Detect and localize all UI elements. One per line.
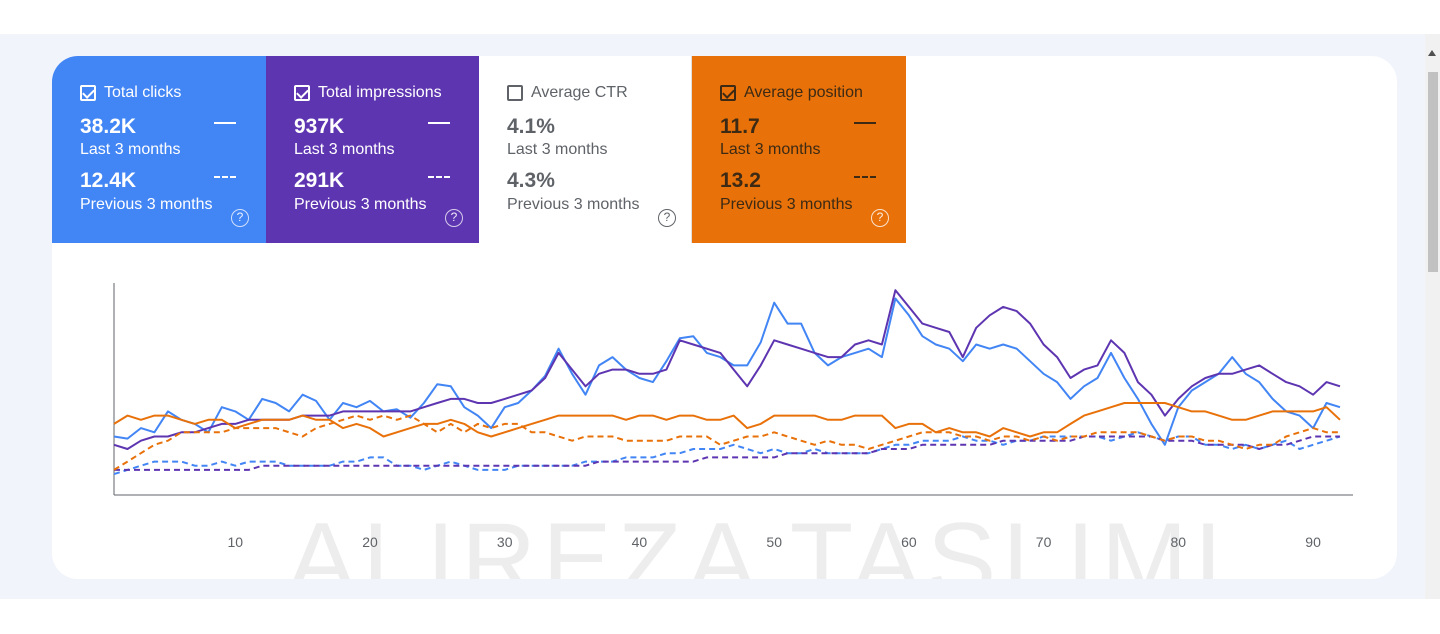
series-line-3-dashed [113,431,1341,476]
help-icon[interactable]: ? [658,209,676,227]
tile-total-clicks[interactable]: Total clicks 38.2K Last 3 months 12.4K P… [52,56,266,243]
tile-label-previous: Previous 3 months [507,196,640,213]
tile-average-ctr[interactable]: Average CTR 4.1% Last 3 months 4.3% Prev… [479,56,692,243]
solid-line-legend-icon [854,122,876,124]
series-line-4-dashed [114,435,1340,471]
tile-label-current: Last 3 months [80,141,181,158]
tile-value-current: 937K [294,115,345,138]
tile-label-current: Last 3 months [720,141,821,158]
tile-label-current: Last 3 months [507,141,608,158]
tile-total-impressions[interactable]: Total impressions 937K Last 3 months 291… [266,56,480,243]
tile-label-previous: Previous 3 months [80,196,213,213]
help-icon[interactable]: ? [231,209,249,227]
tile-title: Average CTR [531,84,628,101]
scrollbar-thumb[interactable] [1428,72,1438,272]
tile-label-current: Last 3 months [294,141,395,158]
tile-value-previous: 291K [294,169,345,192]
tile-header[interactable]: Total impressions [294,84,442,102]
x-tick-label: 60 [901,534,917,550]
x-tick-label: 80 [1171,534,1187,550]
checkbox-checked-icon[interactable] [80,85,96,101]
series-line-1-solid [113,289,1341,450]
tile-average-position[interactable]: Average position 11.7 Last 3 months 13.2… [692,56,906,243]
x-tick-label: 70 [1036,534,1052,550]
tile-value-previous: 12.4K [80,169,137,192]
tile-header[interactable]: Average CTR [507,84,628,102]
dashed-line-legend-icon [214,176,236,178]
performance-line-chart: 10 20 30 40 50 60 70 80 90 [113,283,1353,550]
solid-line-legend-icon [214,122,236,124]
tile-value-current: 4.1% [507,115,555,138]
performance-card: Total clicks 38.2K Last 3 months 12.4K P… [52,56,1397,579]
x-tick-label: 30 [497,534,513,550]
tile-value-current: 11.7 [720,115,760,138]
dashed-line-legend-icon [428,176,450,178]
x-tick-label: 40 [632,534,648,550]
checkbox-checked-icon[interactable] [294,85,310,101]
solid-line-legend-icon [428,122,450,124]
x-tick-label: 20 [362,534,378,550]
tile-value-current: 38.2K [80,115,137,138]
x-tick-label: 90 [1305,534,1321,550]
checkbox-checked-icon[interactable] [720,85,736,101]
help-icon[interactable]: ? [445,209,463,227]
help-icon[interactable]: ? [871,209,889,227]
top-strip [0,0,1440,34]
x-tick-labels: 10 20 30 40 50 60 70 80 90 [228,534,1322,550]
tile-header[interactable]: Total clicks [80,84,181,102]
series-line-2-solid [113,402,1341,438]
x-tick-label: 50 [766,534,782,550]
dashed-line-legend-icon [854,176,876,178]
tile-label-previous: Previous 3 months [294,196,427,213]
tile-header[interactable]: Average position [720,84,863,102]
tile-value-previous: 13.2 [720,169,761,192]
bottom-strip [0,599,1440,634]
tile-title: Average position [744,84,863,101]
watermark-text: ALIREZA TASLIMI [287,502,1229,579]
series-layer [113,289,1341,476]
tile-title: Total impressions [318,84,442,101]
checkbox-unchecked-icon[interactable] [507,85,523,101]
tile-value-previous: 4.3% [507,169,555,192]
series-line-5-dashed [113,414,1340,471]
series-line-0-solid [113,297,1341,446]
tile-label-previous: Previous 3 months [720,196,853,213]
scroll-up-arrow-icon[interactable] [1428,50,1436,56]
tile-title: Total clicks [104,84,182,101]
x-tick-label: 10 [228,534,244,550]
